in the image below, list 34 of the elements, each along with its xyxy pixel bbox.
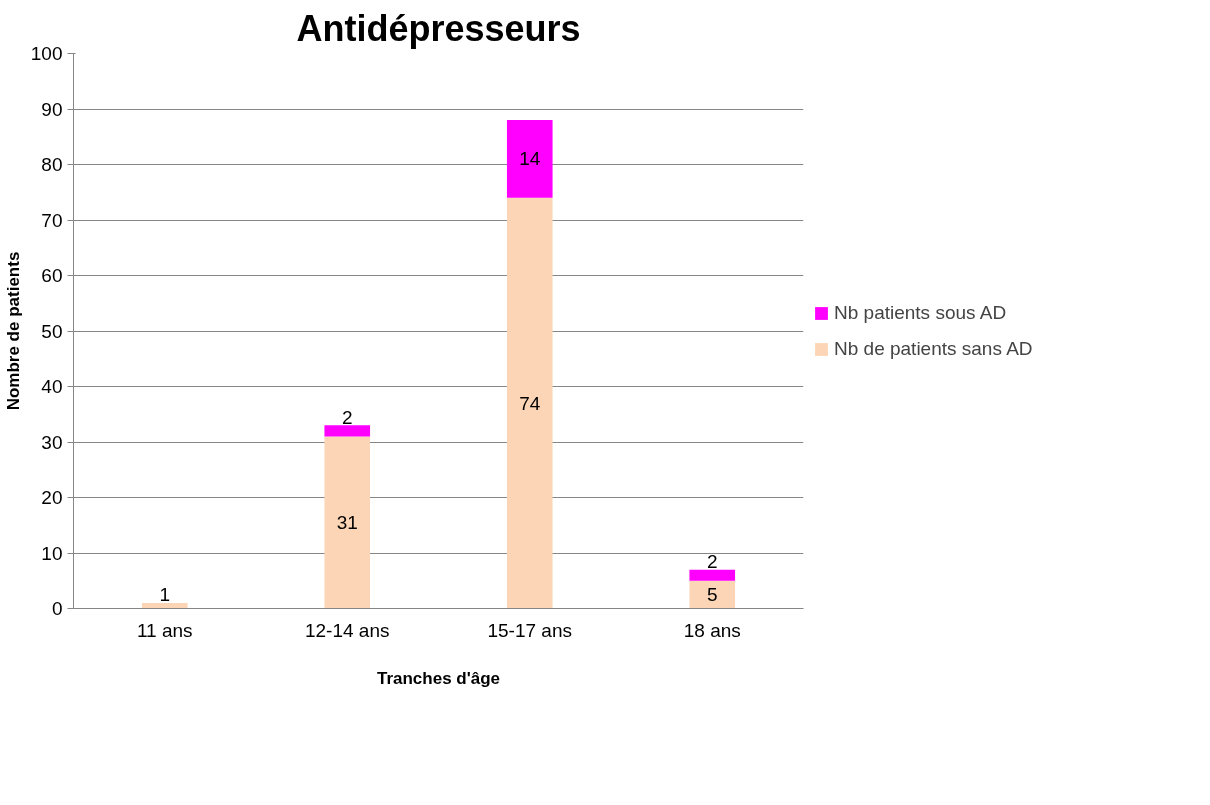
data-label: 2	[706, 550, 718, 572]
bar	[506, 197, 553, 609]
data-label: 1	[159, 584, 171, 606]
data-label: 2	[341, 406, 353, 428]
x-axis-title: Tranches d'âge	[376, 668, 501, 688]
x-tick-label: 12-14 ans	[305, 619, 390, 641]
bar	[141, 602, 188, 609]
legend-label: Nb de patients sans AD	[834, 337, 1033, 360]
y-tick-label: 100	[30, 43, 63, 64]
y-tick-label: 20	[41, 487, 63, 508]
y-tick-label: 90	[41, 98, 63, 120]
y-tick-label: 10	[41, 542, 63, 564]
chart-title: Antidépresseurs	[296, 7, 581, 49]
y-tick-label: 60	[41, 265, 63, 286]
data-label: 14	[519, 148, 541, 170]
y-axis-title: Nombre de patients	[3, 251, 23, 411]
y-tick-label: 80	[41, 154, 63, 175]
bar	[689, 580, 736, 609]
y-tick-label: 70	[41, 209, 63, 231]
y-tick-label: 50	[41, 320, 63, 342]
bar	[324, 425, 371, 437]
x-tick-label: 11 ans	[136, 619, 193, 641]
y-tick-label: 40	[41, 376, 63, 397]
data-label: 31	[336, 511, 358, 533]
y-tick-label: 30	[41, 431, 63, 453]
bar	[506, 120, 553, 198]
bar	[324, 436, 371, 609]
bar	[689, 569, 736, 581]
y-tick-label: 0	[51, 598, 63, 619]
data-label: 5	[706, 584, 718, 606]
x-tick-label: 15-17 ans	[487, 619, 573, 641]
data-label: 74	[519, 392, 541, 414]
x-tick-label: 18 ans	[683, 619, 741, 641]
legend-label: Nb patients sous AD	[834, 301, 1007, 324]
